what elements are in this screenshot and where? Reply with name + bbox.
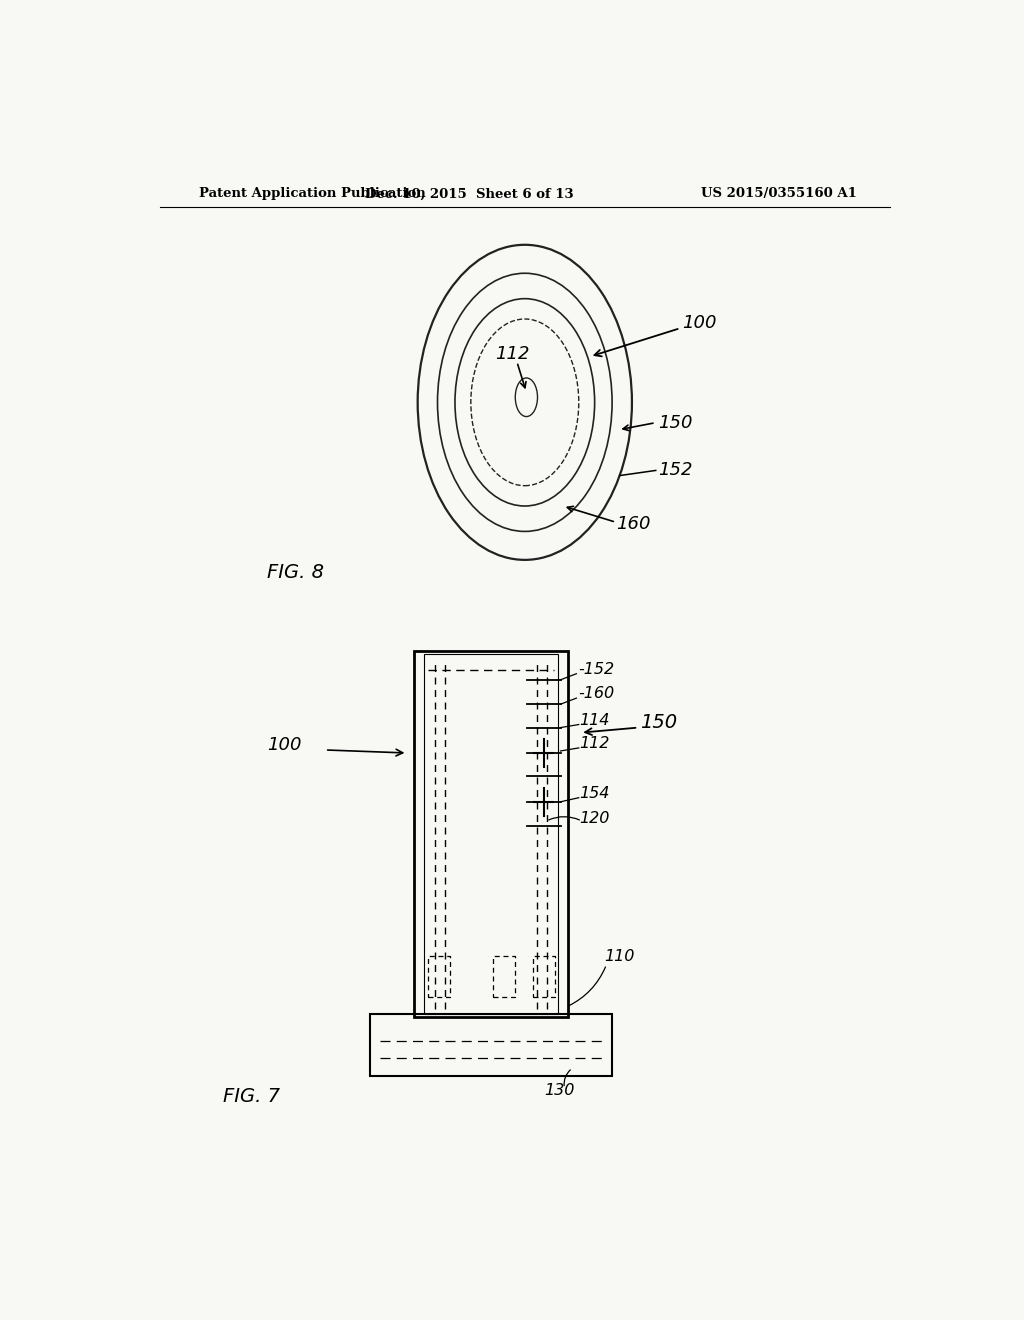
Text: 100: 100 <box>267 737 301 754</box>
Text: 154: 154 <box>580 785 610 801</box>
Text: -160: -160 <box>578 686 614 701</box>
Bar <box>424 655 558 1014</box>
Text: US 2015/0355160 A1: US 2015/0355160 A1 <box>700 187 857 201</box>
Text: FIG. 8: FIG. 8 <box>267 564 324 582</box>
Text: 110: 110 <box>604 949 635 965</box>
Text: 150: 150 <box>640 713 677 731</box>
Text: 150: 150 <box>658 413 692 432</box>
Text: 160: 160 <box>616 515 650 533</box>
Text: 112: 112 <box>495 345 529 363</box>
Text: 130: 130 <box>545 1082 575 1097</box>
Text: Patent Application Publication: Patent Application Publication <box>200 187 426 201</box>
Text: 120: 120 <box>580 810 610 826</box>
Text: 100: 100 <box>682 314 717 333</box>
Text: FIG. 7: FIG. 7 <box>223 1086 281 1106</box>
Text: -152: -152 <box>578 661 614 677</box>
Bar <box>370 1014 612 1076</box>
Text: 152: 152 <box>658 462 692 479</box>
Text: 112: 112 <box>580 737 610 751</box>
Text: 114: 114 <box>580 713 610 727</box>
Text: Dec. 10, 2015  Sheet 6 of 13: Dec. 10, 2015 Sheet 6 of 13 <box>365 187 573 201</box>
